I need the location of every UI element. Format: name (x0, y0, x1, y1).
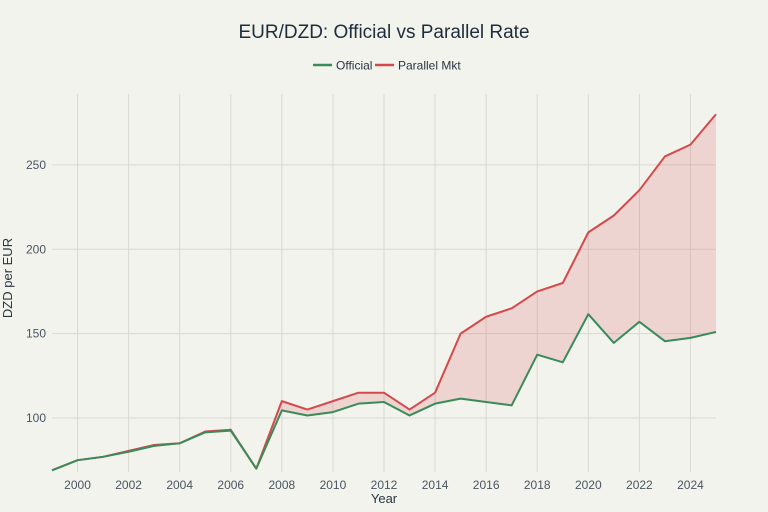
x-axis-title: Year (371, 491, 398, 506)
y-tick-label-150: 150 (26, 327, 46, 341)
legend: Official Parallel Mkt (313, 59, 461, 73)
x-tick-label-2000: 2000 (64, 478, 91, 492)
x-tick-label-2018: 2018 (524, 478, 551, 492)
x-tick-label-2004: 2004 (166, 478, 193, 492)
y-axis-title: DZD per EUR (0, 238, 15, 318)
x-tick-label-2020: 2020 (575, 478, 602, 492)
y-tick-labels: 100 150 200 250 (26, 158, 46, 425)
legend-label-parallel[interactable]: Parallel Mkt (398, 59, 461, 73)
spread-fill-layer (52, 114, 716, 471)
y-tick-label-250: 250 (26, 158, 46, 172)
legend-label-official[interactable]: Official (336, 59, 372, 73)
chart-title: EUR/DZD: Official vs Parallel Rate (238, 22, 529, 43)
x-tick-label-2012: 2012 (371, 478, 398, 492)
series-layer (51, 113, 717, 472)
spread-fill-area (52, 114, 716, 471)
x-tick-label-2010: 2010 (320, 478, 347, 492)
x-tick-label-2006: 2006 (217, 478, 244, 492)
x-tick-label-2022: 2022 (626, 478, 653, 492)
x-tick-label-2002: 2002 (115, 478, 142, 492)
x-tick-label-2014: 2014 (422, 478, 449, 492)
y-tick-label-100: 100 (26, 411, 46, 425)
x-gridlines (77, 94, 691, 472)
x-tick-labels: 2000 2002 2004 2006 2008 2010 2012 2014 2016 2018… (64, 478, 704, 492)
x-tick-label-2024: 2024 (677, 478, 704, 492)
x-tick-label-2016: 2016 (473, 478, 500, 492)
y-tick-label-200: 200 (26, 242, 46, 256)
x-tick-label-2008: 2008 (268, 478, 295, 492)
series-line-official[interactable] (51, 313, 717, 472)
